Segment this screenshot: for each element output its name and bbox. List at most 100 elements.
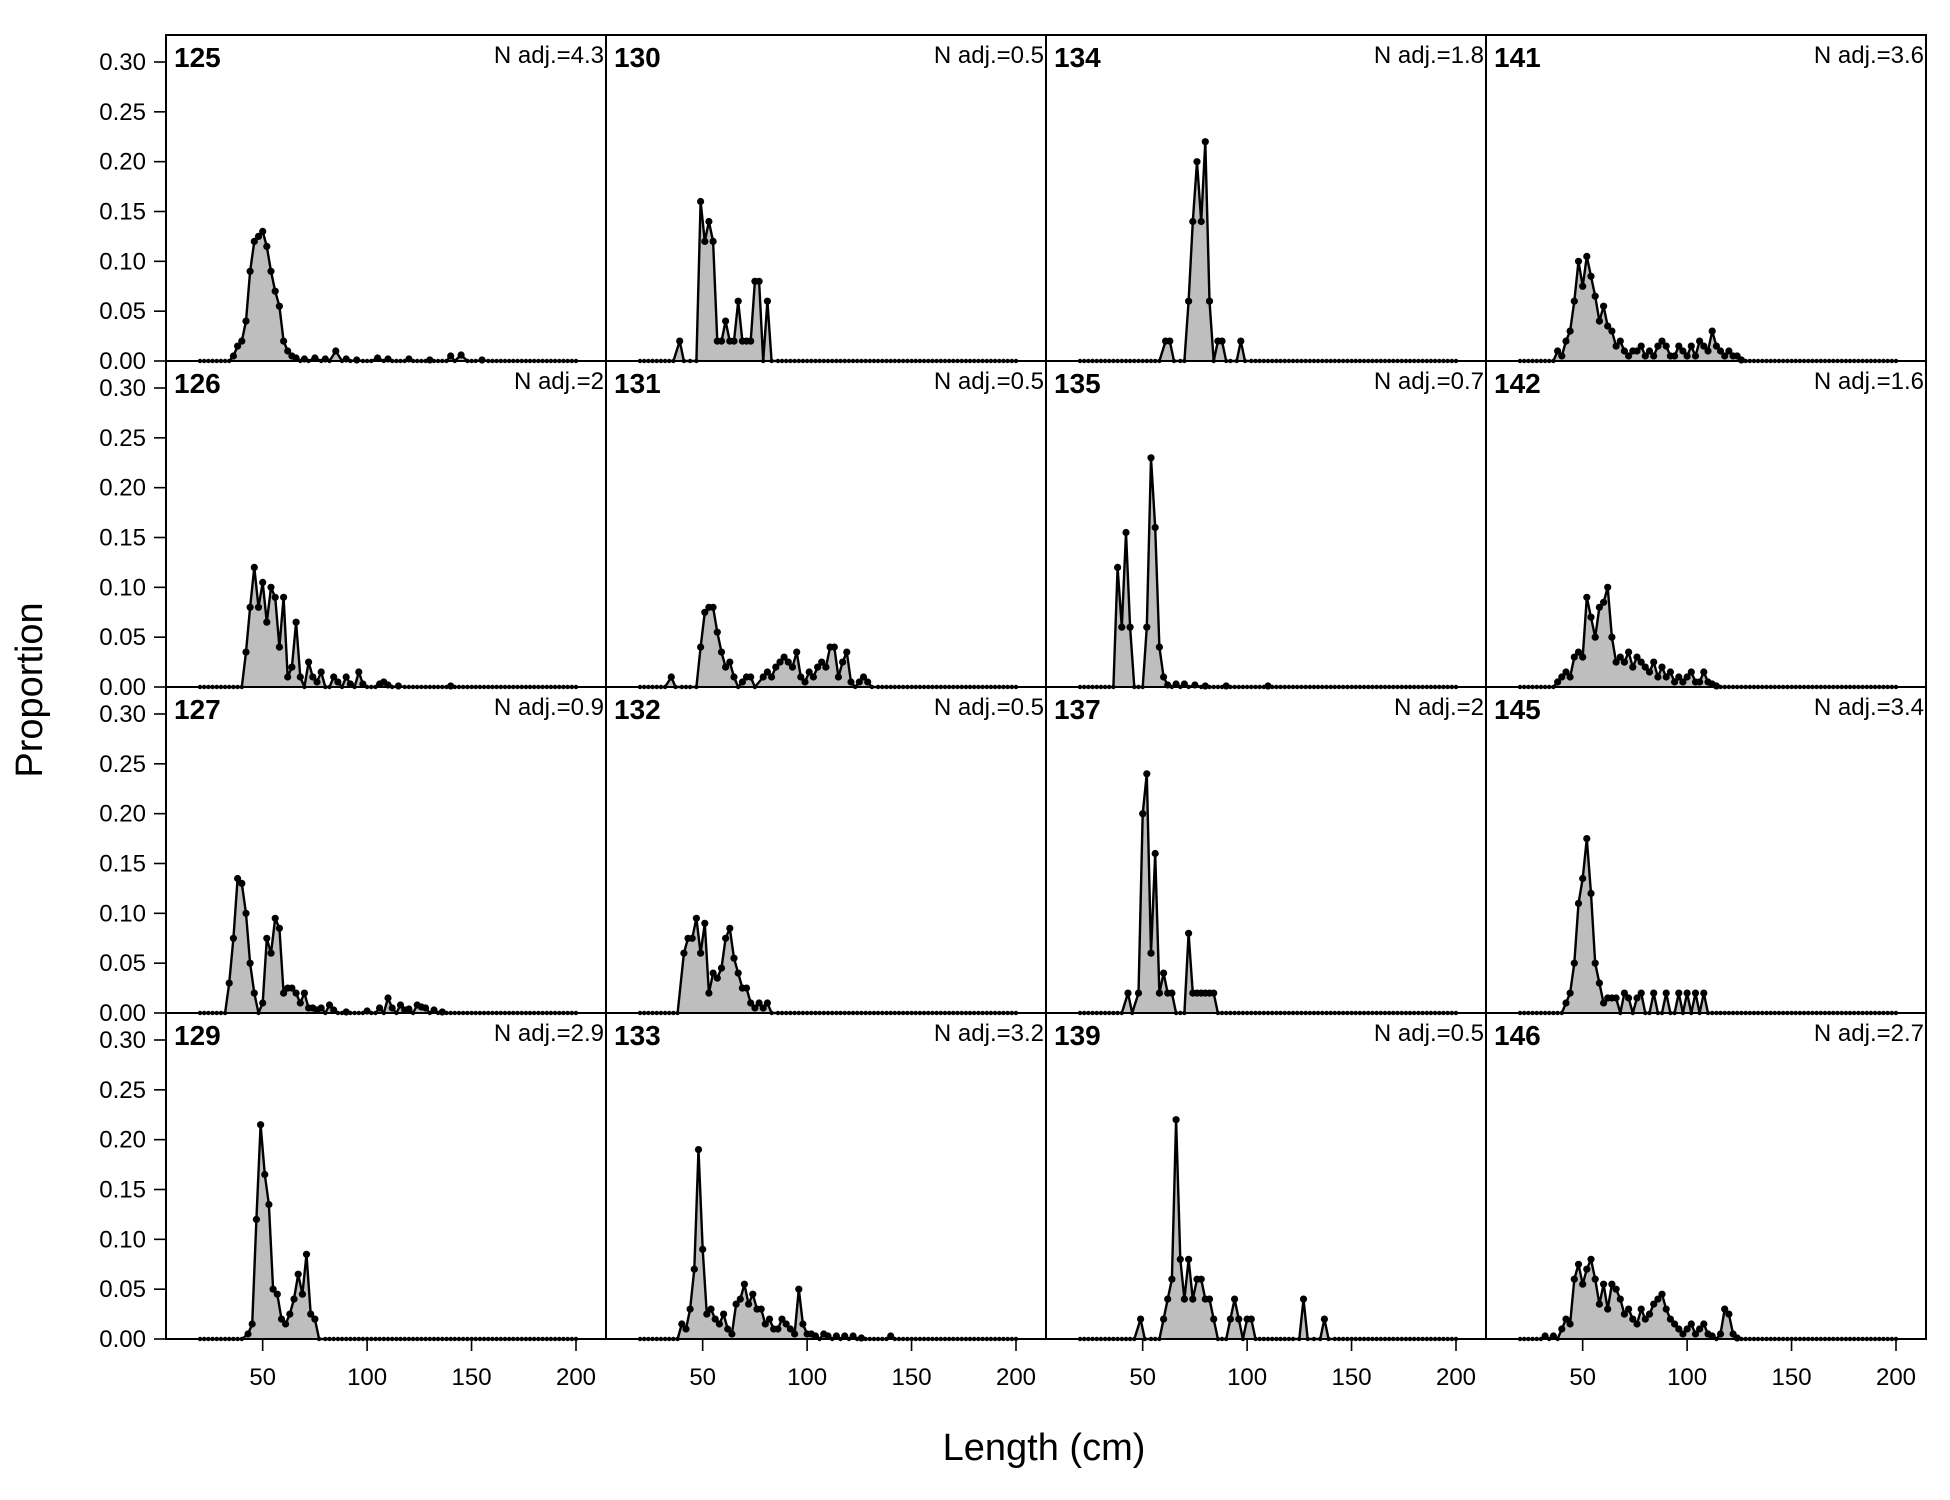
data-point (1637, 342, 1645, 350)
data-point (1625, 352, 1633, 360)
data-point (1566, 1320, 1574, 1328)
data-point (1185, 297, 1193, 305)
data-point (830, 643, 838, 651)
data-point (261, 1170, 269, 1179)
data-point (1637, 989, 1645, 997)
data-point (682, 1325, 690, 1333)
data-point (1633, 1320, 1641, 1328)
data-point (1124, 989, 1132, 997)
data-point (1658, 663, 1666, 671)
data-point (1608, 327, 1616, 335)
panel-142: 142 N adj.=1.6 (1485, 360, 1927, 690)
data-point (269, 1285, 277, 1293)
x-tick-label: 200 (996, 1364, 1036, 1391)
data-point (1708, 327, 1716, 335)
data-point (359, 680, 367, 688)
data-point (292, 989, 300, 997)
data-point (1721, 1305, 1729, 1313)
data-point (246, 603, 254, 611)
data-point (1562, 1315, 1570, 1323)
panel-title: 126 (174, 368, 221, 399)
data-point (1595, 1300, 1603, 1308)
data-point (1645, 668, 1654, 676)
data-point (1574, 899, 1583, 908)
data-point (1591, 1275, 1599, 1283)
data-point (1180, 1295, 1188, 1303)
data-point (1658, 337, 1666, 345)
data-point (296, 999, 304, 1007)
data-point (1637, 1305, 1645, 1313)
data-point (722, 934, 730, 942)
panel-n-adj: N adj.=2.9 (494, 1020, 604, 1047)
panel-title: 145 (1494, 694, 1541, 725)
data-point (755, 277, 763, 285)
panel-title: 139 (1054, 1020, 1101, 1051)
panel-title: 125 (174, 42, 221, 73)
data-point (332, 347, 340, 355)
data-point (724, 1325, 732, 1333)
data-point (1645, 347, 1654, 355)
data-point (1554, 678, 1562, 686)
panel-n-adj: N adj.=0.7 (1374, 368, 1484, 395)
data-point (1612, 994, 1620, 1002)
data-point (814, 663, 822, 671)
y-tick-label: 0.15 (99, 1177, 146, 1204)
data-point (697, 643, 705, 651)
y-tick-label: 0.30 (99, 1027, 146, 1054)
data-point (1155, 989, 1163, 997)
y-tick-label: 0.20 (99, 801, 146, 828)
panel-n-adj: N adj.=2.7 (1814, 1020, 1924, 1047)
data-point (1566, 327, 1574, 335)
data-point (388, 1004, 396, 1012)
data-point (864, 678, 872, 686)
data-point (1620, 347, 1628, 355)
data-point (730, 954, 738, 962)
data-point (732, 1300, 740, 1308)
data-point (1612, 1285, 1620, 1293)
data-point (1147, 454, 1155, 462)
data-point (1570, 959, 1578, 967)
data-point (701, 237, 709, 245)
data-point (734, 297, 742, 305)
data-point (678, 1320, 686, 1328)
data-point (697, 949, 705, 957)
data-point (294, 1270, 302, 1278)
y-tick-label: 0.30 (99, 701, 146, 728)
data-point (1691, 352, 1700, 360)
y-tick-label: 0.05 (99, 1276, 146, 1303)
data-point (307, 1310, 315, 1318)
data-point (311, 354, 319, 362)
data-point (1696, 337, 1704, 345)
y-tick-label: 0.00 (99, 348, 146, 375)
data-point (263, 618, 271, 626)
panel-n-adj: N adj.=3.4 (1814, 694, 1924, 721)
data-point (841, 1332, 849, 1340)
data-point (730, 337, 738, 345)
x-tick-label: 50 (1569, 1364, 1596, 1391)
data-point (1604, 583, 1612, 591)
data-point (1591, 959, 1599, 967)
data-point (1137, 1315, 1145, 1323)
data-point (271, 287, 279, 295)
data-point (1662, 1305, 1670, 1313)
data-point (755, 999, 763, 1007)
data-point (275, 924, 283, 932)
data-point (1625, 648, 1633, 656)
x-tick-label: 200 (556, 1364, 596, 1391)
data-point (313, 678, 321, 686)
data-point (763, 297, 772, 305)
data-point (1235, 1315, 1243, 1323)
data-point (254, 232, 263, 240)
data-point (1579, 282, 1587, 290)
data-point (1197, 1275, 1205, 1283)
panel-146: 146 N adj.=2.7 (1485, 1012, 1927, 1342)
data-point (1579, 1280, 1587, 1288)
data-point (1247, 1315, 1255, 1323)
data-point (1143, 623, 1151, 631)
data-point (1600, 598, 1608, 606)
data-point (688, 934, 696, 942)
panel-133: 133 N adj.=3.2 (605, 1012, 1047, 1342)
x-tick-label: 100 (787, 1364, 827, 1391)
data-point (1675, 1325, 1683, 1333)
data-point (1570, 1275, 1578, 1283)
